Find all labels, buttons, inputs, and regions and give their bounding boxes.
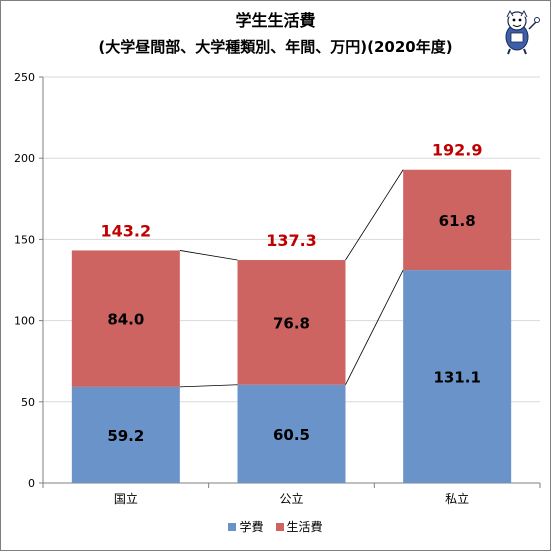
y-tick-label: 0 <box>28 477 35 490</box>
y-tick-label: 100 <box>14 315 35 328</box>
legend-item: 生活費 <box>275 518 323 535</box>
x-tick-label: 公立 <box>279 491 303 506</box>
bar-segment <box>403 270 512 483</box>
x-tick-label: 国立 <box>114 491 138 506</box>
data-label: 61.8 <box>439 212 476 230</box>
chart-subtitle: (大学昼間部、大学種類別、年間、万円)(2020年度) <box>98 38 453 56</box>
legend-swatch <box>275 522 284 531</box>
data-label: 59.2 <box>107 427 144 445</box>
series-connector-line <box>345 269 404 385</box>
x-tick-label: 私立 <box>445 491 469 506</box>
bar-segment <box>237 384 346 483</box>
series-connector-line <box>345 169 404 261</box>
legend-label: 学費 <box>239 520 264 534</box>
total-label: 143.2 <box>101 221 152 240</box>
data-label: 76.8 <box>273 314 310 332</box>
data-label: 131.1 <box>433 369 480 387</box>
y-tick-label: 200 <box>14 152 35 165</box>
y-tick-label: 250 <box>14 71 35 84</box>
bar-segment <box>403 169 512 271</box>
data-label: 60.5 <box>273 426 310 444</box>
bar-segment <box>237 260 346 385</box>
y-tick-label: 150 <box>14 233 35 246</box>
legend-label: 生活費 <box>286 520 323 534</box>
legend: 学費 生活費 <box>1 518 550 535</box>
chart-title: 学生生活費 <box>235 11 316 30</box>
y-tick-label: 50 <box>21 396 35 409</box>
series-connector-line <box>179 250 238 261</box>
legend-item: 学費 <box>228 518 264 535</box>
total-label: 137.3 <box>266 231 317 250</box>
data-label: 84.0 <box>107 311 144 329</box>
bar-segment <box>71 386 180 483</box>
mascot-character-icon <box>505 9 540 55</box>
bar-segment <box>71 250 180 387</box>
series-connector-line <box>179 384 238 388</box>
legend-swatch <box>228 522 237 531</box>
total-label: 192.9 <box>432 141 483 160</box>
